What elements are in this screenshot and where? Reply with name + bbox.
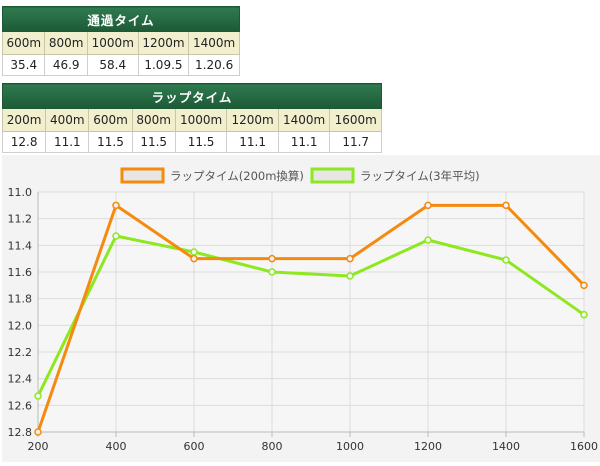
series-1-point xyxy=(580,281,588,290)
passing-value: 1.09.5 xyxy=(137,54,190,76)
passing-value: 58.4 xyxy=(86,54,139,76)
lap-value: 11.1 xyxy=(277,131,331,153)
y-tick-label: 11.8 xyxy=(8,293,33,306)
passing-time-table: 通過タイム 600m 800m 1000m 1200m 1400m 35.4 4… xyxy=(1,6,240,76)
lap-header: 1000m xyxy=(174,108,228,132)
x-tick-label: 1600 xyxy=(570,440,598,453)
y-tick-label: 12.8 xyxy=(8,426,33,439)
series-2-point xyxy=(190,248,198,256)
lap-time-table: ラップタイム 200m 400m 600m 800m 1000m 1200m 1… xyxy=(1,83,382,153)
series-1-point xyxy=(502,201,510,210)
series-1-point xyxy=(268,254,276,263)
lap-header: 1200m xyxy=(226,108,279,132)
lap-header: 200m xyxy=(1,108,47,132)
x-tick-label: 400 xyxy=(106,440,127,453)
series-1-point xyxy=(190,254,198,263)
y-tick-label: 11.4 xyxy=(8,239,33,252)
series-2-point xyxy=(34,392,42,400)
series-1-point xyxy=(346,254,354,263)
lap-value: 12.8 xyxy=(1,131,47,153)
series-2-point xyxy=(580,310,588,319)
x-tick-label: 1200 xyxy=(414,440,442,453)
series-2-point xyxy=(112,232,120,240)
passing-header: 1400m xyxy=(188,31,240,55)
lap-value: 11.5 xyxy=(88,131,133,153)
lap-value: 11.7 xyxy=(329,131,382,153)
x-tick-label: 1000 xyxy=(336,440,364,453)
legend-label-2: ラップタイム(3年平均) xyxy=(360,169,480,183)
series-line-1 xyxy=(36,203,586,433)
lap-value: 11.1 xyxy=(45,131,90,153)
passing-value: 35.4 xyxy=(1,54,46,76)
series-1-point xyxy=(34,428,42,436)
lap-chart-panel: 11.0 11.2 11.4 11.6 11.8 12.0 12.2 12.4 12.6 12.8… xyxy=(2,155,600,462)
y-tick-label: 11.6 xyxy=(8,266,33,279)
lap-header: 400m xyxy=(45,108,90,132)
y-tick-label: 11.0 xyxy=(8,186,33,199)
lap-header: 600m xyxy=(88,108,133,132)
x-tick-label: 600 xyxy=(184,440,205,453)
y-tick-label: 12.2 xyxy=(8,346,33,359)
series-2-point xyxy=(502,256,510,264)
lap-value: 11.1 xyxy=(226,131,279,153)
passing-value: 46.9 xyxy=(44,54,88,76)
series-line-2 xyxy=(36,234,585,397)
series-2-point xyxy=(268,268,276,276)
y-tick-label: 12.4 xyxy=(8,373,33,386)
lap-header: 800m xyxy=(131,108,176,132)
x-tick-label: 200 xyxy=(28,440,49,453)
y-tick-label: 11.2 xyxy=(8,213,33,226)
series-2-point xyxy=(424,236,432,244)
lap-header: 1400m xyxy=(277,108,331,132)
series-2-point xyxy=(346,272,354,280)
lap-time-chart: 11.0 11.2 11.4 11.6 11.8 12.0 12.2 12.4 12.6 12.8… xyxy=(8,167,598,453)
plot-area xyxy=(38,192,584,432)
lap-time-title: ラップタイム xyxy=(2,83,382,109)
passing-header: 800m xyxy=(44,31,88,55)
legend-swatch-2 xyxy=(310,167,355,184)
passing-value: 1.20.6 xyxy=(188,54,240,76)
passing-header: 1200m xyxy=(137,31,190,55)
y-tick-label: 12.6 xyxy=(8,399,33,412)
x-tick-label: 800 xyxy=(262,440,283,453)
legend-label-1: ラップタイム(200m換算) xyxy=(170,169,304,183)
legend-swatch-1 xyxy=(120,167,165,184)
series-1-point xyxy=(112,201,120,210)
passing-time-title: 通過タイム xyxy=(2,6,240,32)
lap-value: 11.5 xyxy=(174,131,228,153)
y-tick-label: 12.0 xyxy=(8,319,33,332)
series-1-point xyxy=(424,201,432,210)
lap-value: 11.5 xyxy=(131,131,176,153)
passing-header: 600m xyxy=(1,31,46,55)
passing-header: 1000m xyxy=(86,31,139,55)
x-tick-label: 1400 xyxy=(492,440,520,453)
lap-header: 1600m xyxy=(329,108,382,132)
